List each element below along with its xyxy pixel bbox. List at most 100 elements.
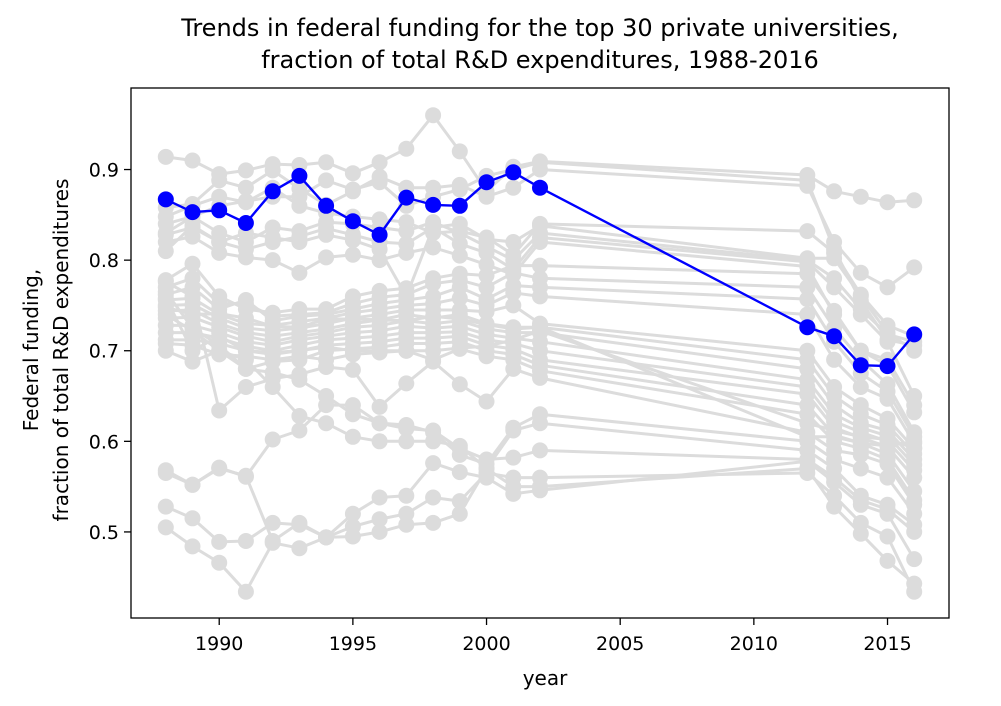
plot-frame [130,87,950,619]
background-data-point [157,498,174,515]
background-data-point [291,319,308,336]
highlighted-data-point [264,183,281,200]
y-tick-label: 0.7 [89,341,119,363]
background-data-point [344,181,361,198]
x-axis-label: year [522,666,568,690]
background-data-point [371,342,388,359]
background-data-point [318,339,335,356]
background-data-point [906,192,923,209]
background-data-point [826,183,843,200]
background-data-point [264,514,281,531]
background-data-point [906,551,923,568]
background-data-point [318,172,335,189]
highlighted-data-point [799,319,816,336]
highlighted-data-point [879,358,896,375]
background-data-point [879,390,896,407]
background-data-point [211,460,228,477]
x-tick-label: 2010 [730,633,778,655]
highlighted-data-point [318,197,335,214]
background-data-point [291,234,308,250]
y-tick-label: 0.6 [89,431,119,453]
background-data-point [318,249,335,266]
background-data-point [425,455,442,472]
background-data-point [532,217,548,234]
background-data-point [478,188,495,205]
background-data-point [505,360,522,377]
background-data-point [826,302,843,319]
background-series-26 [157,215,923,359]
x-tick-label: 1995 [329,633,377,655]
background-data-point [478,465,495,481]
background-data-point [318,226,335,243]
background-data-point [184,322,201,339]
background-data-point [344,246,361,263]
background-data-point [451,376,468,393]
background-data-point [879,324,896,341]
background-data-point [264,379,281,395]
background-data-point [344,505,361,522]
background-data-point [425,342,442,359]
background-data-point [478,244,495,261]
background-data-point [799,465,816,481]
background-data-point [184,217,201,234]
background-data-point [799,291,816,308]
x-tick-label: 2005 [596,633,644,655]
background-data-point [398,505,415,522]
background-data-point [532,469,548,486]
highlighted-data-point [398,189,415,206]
background-data-point [451,440,468,457]
highlighted-series-0 [157,164,923,375]
background-data-point [451,247,468,264]
background-data-point [505,264,522,281]
background-data-point [826,250,843,267]
background-data-point [344,232,361,249]
background-data-point [264,534,281,551]
background-data-point [184,510,201,527]
background-data-point [398,375,415,392]
background-data-point [505,234,522,250]
background-data-point [237,162,254,179]
y-axis-label-line-2: fraction of total R&D expenditures [49,178,73,522]
background-data-point [826,351,843,368]
background-data-point [264,229,281,246]
highlighted-data-point [184,204,201,221]
background-data-point [826,279,843,296]
background-data-point [852,306,869,323]
background-data-point [451,290,468,307]
background-data-point [532,154,548,171]
chart-title-line-2: fraction of total R&D expenditures, 1988… [261,46,819,74]
background-data-point [371,154,388,171]
background-data-point [398,487,415,504]
background-data-point [799,279,816,296]
highlighted-data-point [478,174,495,191]
background-data-point [344,428,361,445]
highlighted-data-point [451,197,468,214]
background-data-point [826,428,843,445]
background-data-point [906,523,923,540]
background-data-point [264,318,281,335]
y-tick-label: 0.8 [89,250,119,272]
background-data-point [478,303,495,320]
background-data-point [291,188,308,205]
background-data-point [451,493,468,510]
background-data-point [318,154,335,171]
background-data-point [906,469,923,486]
background-data-point [505,469,522,486]
background-data-point [799,250,816,267]
highlighted-data-point [237,215,254,231]
background-data-point [371,523,388,540]
background-data-point [826,474,843,491]
background-data-point [237,379,254,395]
highlighted-series-layer [157,164,923,375]
y-tick-label: 0.9 [89,160,119,182]
background-data-point [211,402,228,419]
background-data-point [371,174,388,191]
background-data-point [157,299,174,316]
background-data-point [478,267,495,284]
background-data-point [451,464,468,481]
background-data-point [211,554,228,571]
background-data-point [237,467,254,484]
background-data-point [184,288,201,305]
background-data-point [532,442,548,459]
